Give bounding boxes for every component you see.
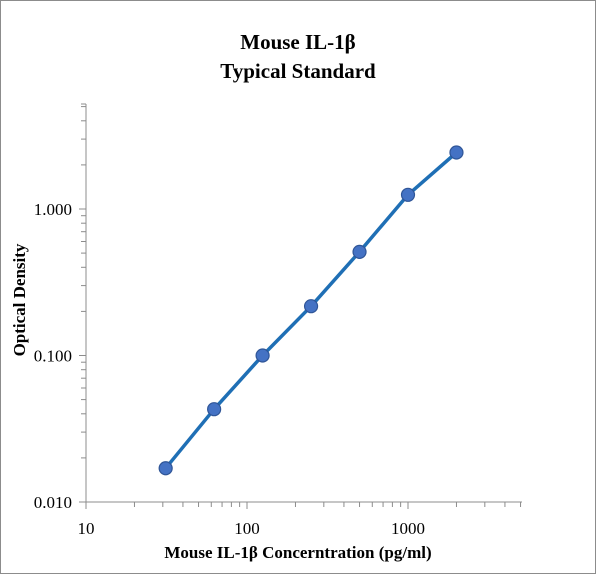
data-point	[352, 244, 367, 259]
data-point	[400, 187, 416, 202]
y-tick-label: 1.000	[34, 200, 72, 219]
chart-title-line-1: Mouse IL-1β	[240, 30, 356, 54]
x-tick-label: 100	[234, 519, 260, 538]
x-axis-label: Mouse IL-1β Concerntration (pg/ml)	[164, 543, 432, 562]
data-point	[158, 461, 173, 476]
data-point	[207, 402, 222, 417]
data-point	[449, 145, 464, 160]
chart-title-line-2: Typical Standard	[220, 59, 376, 83]
y-tick-label: 0.010	[34, 493, 72, 512]
data-point	[255, 348, 270, 363]
data-point	[303, 299, 319, 314]
y-axis-label: Optical Density	[10, 243, 29, 357]
x-tick-label: 10	[78, 519, 95, 538]
x-tick-label: 1000	[391, 519, 425, 538]
y-tick-label: 0.100	[34, 347, 72, 366]
